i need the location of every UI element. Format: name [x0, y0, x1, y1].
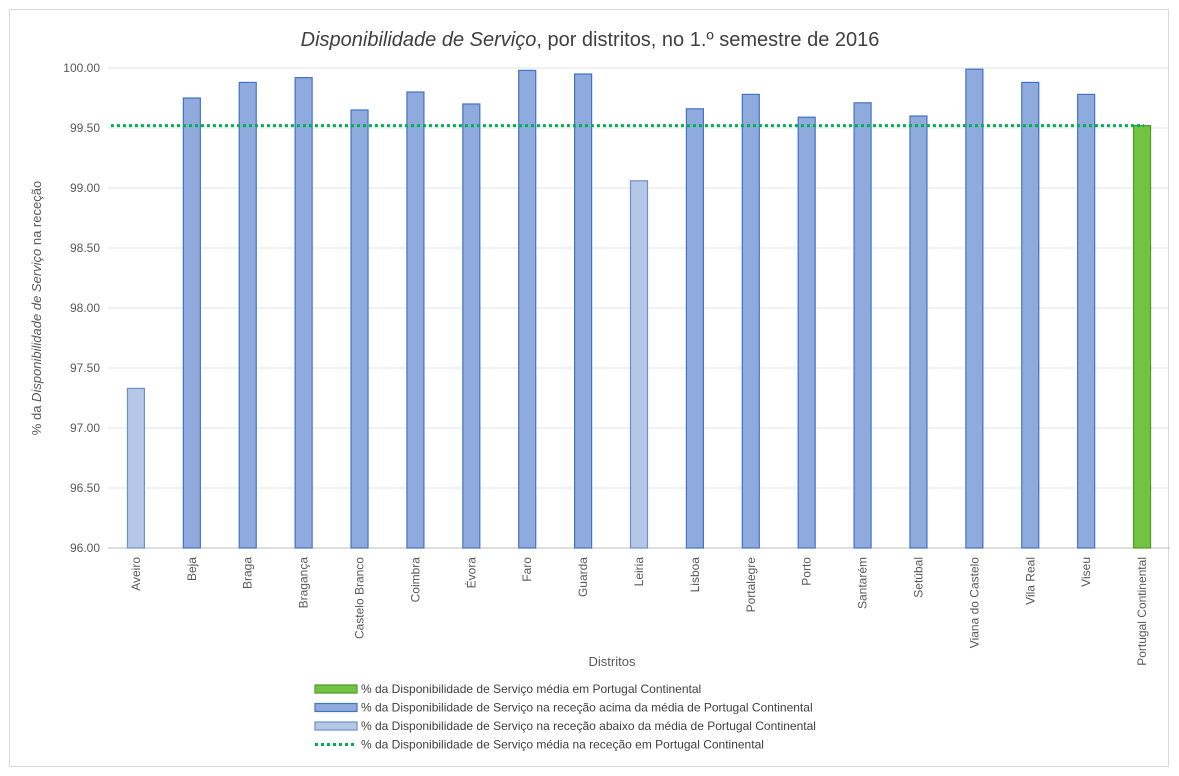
- x-tick-label: Santarém: [856, 557, 870, 609]
- chart-title-italic: Disponibilidade de Serviço: [301, 29, 537, 51]
- y-tick-label: 99.00: [70, 181, 100, 195]
- x-tick-label: Braga: [241, 557, 255, 589]
- y-tick-label: 98.50: [70, 241, 100, 255]
- x-tick-label: Évora: [463, 557, 478, 589]
- y-axis-title-suffix: na receção: [29, 181, 44, 249]
- x-tick-label: Porto: [800, 557, 814, 586]
- legend-swatch-mean: [314, 684, 358, 694]
- y-tick-label: 98.00: [70, 301, 100, 315]
- legend-swatch-above: [314, 702, 358, 713]
- y-axis-title-italic: Disponibilidade de Serviço: [29, 249, 44, 402]
- x-tick-label: Beja: [185, 557, 199, 581]
- y-tick-label: 97.00: [70, 421, 100, 435]
- bar-aveiro: [126, 387, 146, 549]
- x-axis-ticks: Aveiro Beja Braga Bragança Castelo Branco Coi…: [129, 557, 1149, 666]
- legend: % da Disponibilidade de Serviço média em…: [314, 682, 816, 752]
- y-tick-label: 96.50: [70, 481, 100, 495]
- bar-castelo-branco: [350, 109, 369, 549]
- bar-viana-do-castelo: [965, 68, 984, 549]
- bar-vila-real: [1021, 81, 1040, 549]
- y-tick-label: 97.50: [70, 361, 100, 375]
- y-tick-label: 100.00: [63, 61, 100, 75]
- x-tick-label: Portugal Continental: [1135, 557, 1149, 666]
- x-tick-label: Vila Real: [1023, 557, 1037, 605]
- bar-beja: [182, 97, 201, 549]
- bar-setúbal: [909, 115, 928, 549]
- x-tick-label: Viana do Castelo: [967, 557, 981, 649]
- x-tick-label: Castelo Branco: [353, 557, 367, 639]
- bar-coimbra: [406, 91, 425, 549]
- x-tick-label: Coimbra: [408, 557, 422, 603]
- y-axis-title-prefix: % da: [29, 402, 44, 435]
- bar-bragança: [294, 76, 313, 549]
- x-tick-label: Bragança: [297, 557, 311, 609]
- bar-portugal-continental: [1132, 124, 1152, 549]
- chart-title-rest: , por distritos, no 1.º semestre de 2016: [536, 29, 879, 51]
- legend-label: % da Disponibilidade de Serviço na receç…: [361, 719, 816, 733]
- x-tick-label: Leiria: [632, 557, 646, 587]
- bar-viseu: [1077, 93, 1096, 549]
- chart-title: Disponibilidade de Serviço, por distrito…: [301, 29, 880, 51]
- x-tick-label: Setúbal: [911, 557, 925, 598]
- bar-faro: [518, 69, 537, 549]
- x-tick-label: Aveiro: [129, 557, 143, 591]
- bar-santarém: [853, 102, 872, 549]
- x-tick-label: Faro: [520, 557, 534, 582]
- x-tick-label: Portalegre: [744, 557, 758, 613]
- y-tick-label: 96.00: [70, 541, 100, 555]
- x-axis-title: Distritos: [589, 654, 636, 669]
- y-tick-label: 99.50: [70, 121, 100, 135]
- bar-porto: [797, 116, 816, 549]
- bars: [126, 68, 1152, 549]
- bar-braga: [238, 81, 257, 549]
- x-tick-label: Viseu: [1079, 557, 1093, 587]
- y-axis-ticks: 96.00 96.50 97.00 97.50 98.00 98.50 99.00 99.50…: [63, 61, 100, 555]
- legend-label: % da Disponibilidade de Serviço média na…: [361, 738, 764, 752]
- legend-label: % da Disponibilidade de Serviço média em…: [361, 682, 701, 696]
- y-axis-title: % da Disponibilidade de Serviço na receç…: [29, 181, 44, 435]
- bar-lisboa: [685, 108, 704, 549]
- bar-évora: [462, 103, 481, 549]
- bar-leiria: [629, 180, 649, 549]
- x-tick-label: Lisboa: [688, 557, 702, 593]
- legend-swatch-below: [314, 721, 358, 731]
- bar-guarda: [574, 73, 593, 549]
- x-tick-label: Guarda: [576, 557, 590, 597]
- bar-portalegre: [741, 93, 760, 549]
- legend-label: % da Disponibilidade de Serviço na receç…: [361, 701, 813, 715]
